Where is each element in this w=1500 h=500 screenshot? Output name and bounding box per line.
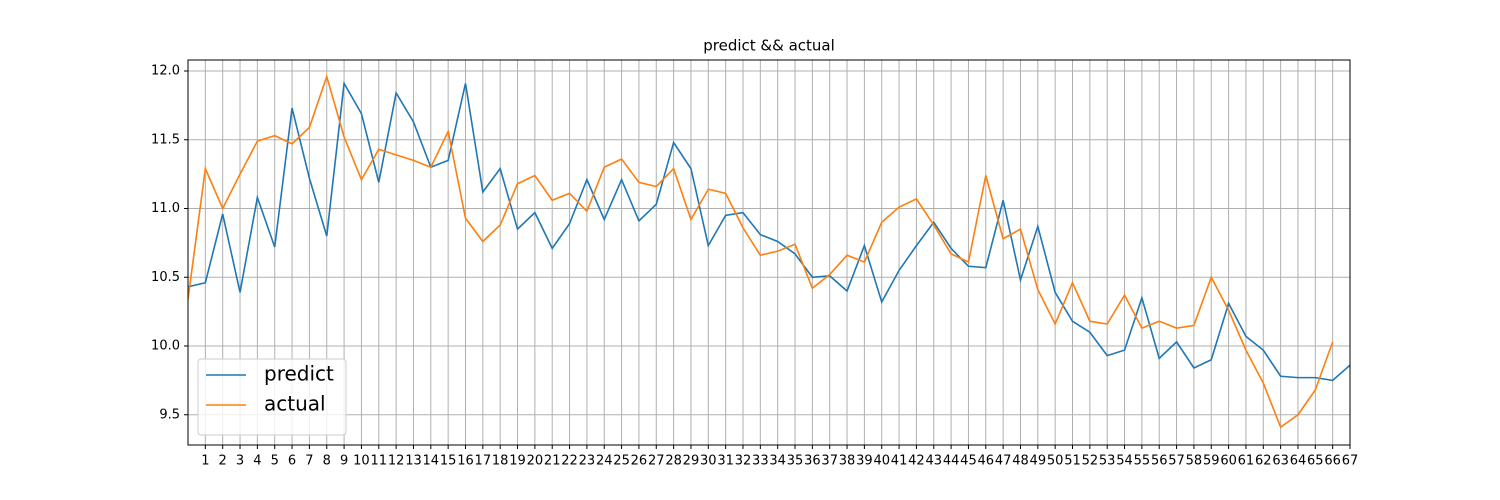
x-tick-label: 9	[340, 454, 348, 469]
x-tick-label: 14	[423, 454, 440, 469]
x-tick-label: 50	[1047, 454, 1064, 469]
x-tick-label: 21	[544, 454, 561, 469]
y-tick-label: 11.0	[151, 201, 180, 216]
x-tick-label: 33	[752, 454, 769, 469]
x-tick-label: 36	[804, 454, 821, 469]
x-tick-label: 55	[1134, 454, 1151, 469]
x-tick-label: 19	[509, 454, 526, 469]
x-tick-label: 56	[1151, 454, 1168, 469]
x-tick-label: 1	[201, 454, 209, 469]
x-tick-label: 24	[596, 454, 613, 469]
x-tick-label: 59	[1203, 454, 1220, 469]
plot-frame	[187, 59, 1351, 446]
x-tick-label: 47	[995, 454, 1012, 469]
x-tick-label: 42	[908, 454, 925, 469]
x-tick-label: 32	[735, 454, 752, 469]
x-tick-label: 49	[1030, 454, 1047, 469]
x-tick-label: 8	[323, 454, 331, 469]
y-tick-label: 9.5	[159, 407, 180, 422]
x-tick-label: 58	[1186, 454, 1203, 469]
x-tick-label: 45	[960, 454, 977, 469]
x-tick-label: 57	[1168, 454, 1185, 469]
x-tick-label: 48	[1012, 454, 1029, 469]
x-tick-label: 60	[1220, 454, 1237, 469]
x-tick-label: 15	[440, 454, 457, 469]
x-tick-label: 43	[925, 454, 942, 469]
x-tick-label: 65	[1307, 454, 1324, 469]
x-tick-label: 23	[579, 454, 596, 469]
x-tick-label: 22	[561, 454, 578, 469]
chart-title: predict && actual	[703, 37, 835, 55]
x-tick-label: 40	[873, 454, 890, 469]
x-tick-label: 25	[613, 454, 630, 469]
x-tick-label: 44	[943, 454, 960, 469]
x-tick-label: 2	[219, 454, 227, 469]
x-tick-label: 66	[1324, 454, 1341, 469]
x-tick-label: 27	[648, 454, 665, 469]
x-tick-label: 61	[1238, 454, 1255, 469]
x-tick-label: 37	[821, 454, 838, 469]
legend-box	[197, 358, 347, 436]
series-line	[188, 80, 1350, 382]
x-tick-label: 16	[457, 454, 474, 469]
x-tick-label: 12	[388, 454, 405, 469]
x-tick-label: 6	[288, 454, 296, 469]
x-tick-label: 30	[700, 454, 717, 469]
x-tick-label: 26	[631, 454, 648, 469]
x-tick-label: 38	[839, 454, 856, 469]
x-tick-label: 54	[1116, 454, 1133, 469]
x-tick-label: 34	[769, 454, 786, 469]
x-tick-label: 13	[405, 454, 422, 469]
x-tick-label: 5	[271, 454, 279, 469]
series-line	[188, 73, 1334, 429]
x-tick-label: 39	[856, 454, 873, 469]
y-tick-label: 11.5	[151, 132, 180, 147]
legend-label: predict	[264, 362, 334, 386]
y-tick-label: 10.5	[151, 270, 180, 285]
legend-label: actual	[264, 392, 326, 416]
x-tick-label: 10	[353, 454, 370, 469]
x-tick-label: 4	[253, 454, 261, 469]
x-tick-label: 51	[1064, 454, 1081, 469]
x-tick-label: 62	[1255, 454, 1272, 469]
x-tick-label: 52	[1082, 454, 1099, 469]
x-tick-label: 53	[1099, 454, 1116, 469]
x-tick-label: 7	[305, 454, 313, 469]
x-tick-label: 29	[683, 454, 700, 469]
x-tick-label: 41	[891, 454, 908, 469]
x-tick-label: 17	[475, 454, 492, 469]
x-tick-label: 63	[1272, 454, 1289, 469]
x-tick-label: 28	[665, 454, 682, 469]
x-tick-label: 3	[236, 454, 244, 469]
x-tick-label: 67	[1342, 454, 1359, 469]
x-tick-label: 18	[492, 454, 509, 469]
x-tick-label: 64	[1290, 454, 1307, 469]
x-tick-label: 35	[787, 454, 804, 469]
x-tick-label: 31	[717, 454, 734, 469]
x-tick-label: 46	[978, 454, 995, 469]
x-tick-label: 20	[527, 454, 544, 469]
x-tick-label: 11	[371, 454, 388, 469]
y-tick-label: 12.0	[151, 64, 180, 79]
y-tick-label: 10.0	[151, 339, 180, 354]
